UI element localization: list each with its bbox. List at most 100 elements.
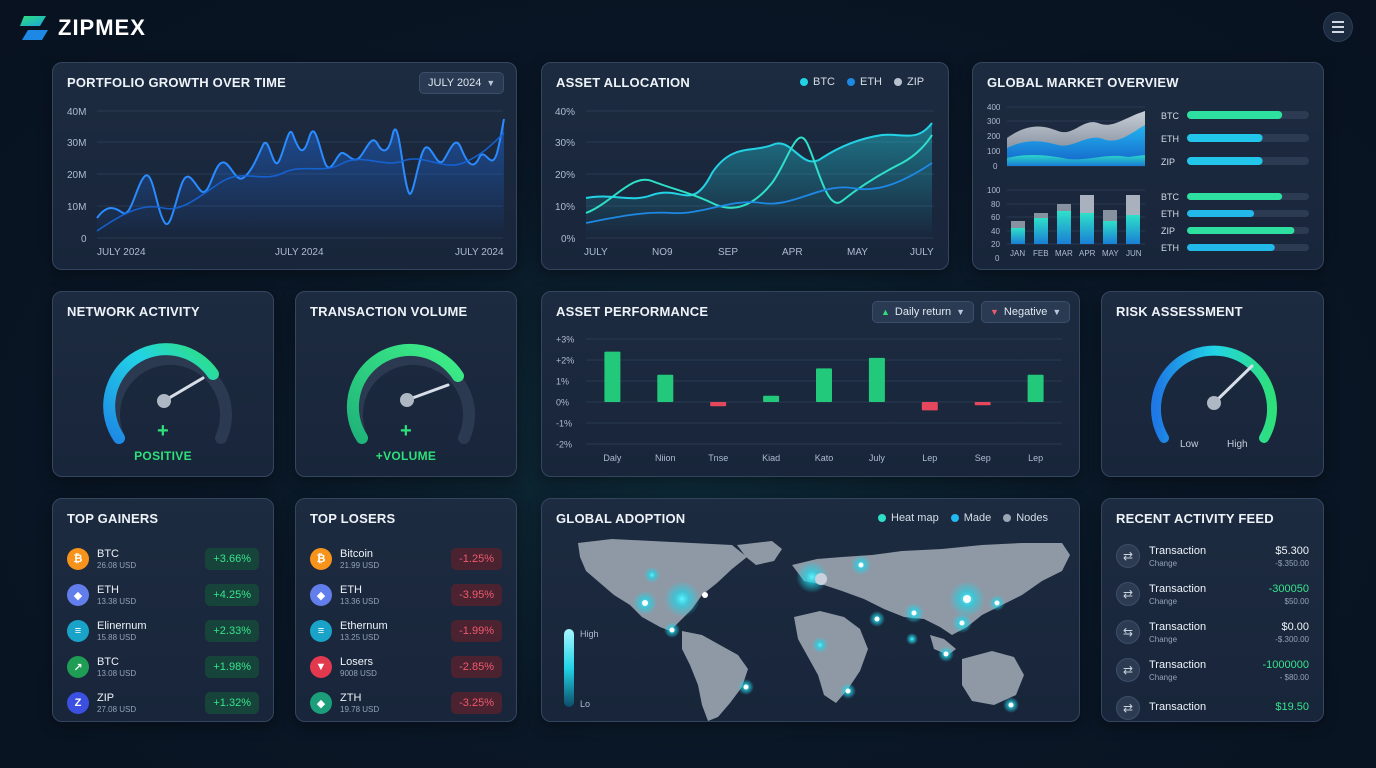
performance-bar xyxy=(604,351,621,402)
card-title: ASSET ALLOCATION xyxy=(556,75,690,90)
x-tick: JULY 2024 xyxy=(97,247,146,258)
chevron-down-icon: ▼ xyxy=(486,78,496,88)
asset-row[interactable]: ◆ ETH 13.36 USD -3.95% xyxy=(310,577,502,613)
progress-fill xyxy=(1187,193,1283,200)
change-badge: -1.25% xyxy=(451,548,502,570)
asset-row[interactable]: Z ZIP 27.08 USD +1.32% xyxy=(67,685,259,721)
asset-name: Losers xyxy=(340,656,374,668)
progress-fill xyxy=(1187,111,1283,119)
amount-value: $0.00 xyxy=(1281,620,1309,633)
y-tick: +3% xyxy=(556,335,574,345)
asset-info: Losers 9008 USD xyxy=(340,656,377,678)
activity-type: Change xyxy=(1149,596,1178,606)
progress-label: ZIP xyxy=(1161,226,1175,236)
activity-name: Transaction xyxy=(1149,582,1207,595)
change-badge: -2.85% xyxy=(451,656,502,678)
card-title: PORTFOLIO GROWTH OVER TIME xyxy=(67,75,286,90)
activity-amount: $19.50 xyxy=(1275,701,1309,715)
ethereum-icon: ◆ xyxy=(310,584,332,606)
asset-name: Elinernum xyxy=(97,620,147,632)
asset-info: Ethernum 13.25 USD xyxy=(340,620,388,642)
activity-info: Transaction xyxy=(1149,701,1206,715)
network-gauge xyxy=(103,343,232,444)
asset-row[interactable]: ≡ Elinernum 15.88 USD +2.33% xyxy=(67,613,259,649)
swap-icon: ⇆ xyxy=(1116,620,1140,644)
legend-item[interactable]: Nodes xyxy=(1003,512,1048,524)
hamburger-icon xyxy=(1332,20,1344,35)
legend-item[interactable]: ZIP xyxy=(894,76,924,88)
x-tick: APR xyxy=(1079,249,1096,258)
activity-row[interactable]: ⇄ Transaction Change -300050 $50.00 xyxy=(1116,575,1309,613)
asset-price: 21.99 USD xyxy=(340,561,380,570)
legend-item[interactable]: Made xyxy=(950,512,991,524)
legend-item[interactable]: Heat map xyxy=(878,512,939,524)
asset-row[interactable]: ↗ BTC 13.08 USD +1.98% xyxy=(67,649,259,685)
activity-row[interactable]: ⇆ Transaction Change $0.00 -$.300.00 xyxy=(1116,613,1309,651)
date-filter-value: JULY 2024 xyxy=(428,77,482,89)
negative-filter-dropdown[interactable]: ▼ Negative ▼ xyxy=(981,301,1071,323)
global-market-card: GLOBAL MARKET OVERVIEW 400 300 200 100 0… xyxy=(972,62,1324,270)
y-tick: +2% xyxy=(556,356,574,366)
x-tick: MAY xyxy=(1102,249,1119,258)
bar xyxy=(1057,211,1071,244)
low-label: Low xyxy=(1180,439,1199,450)
progress-fill xyxy=(1187,134,1263,142)
activity-row[interactable]: ⇄ Transaction Change $5.300 -$.350.00 xyxy=(1116,537,1309,575)
daily-return-dropdown[interactable]: ▲ Daily return ▼ xyxy=(872,301,975,323)
gauge-needle xyxy=(405,383,450,402)
asset-info: BTC 13.08 USD xyxy=(97,656,136,678)
activity-amount: $5.300 -$.350.00 xyxy=(1275,545,1309,568)
y-tick: 40% xyxy=(555,107,575,118)
performance-bar xyxy=(763,395,780,402)
risk-assessment-card: RISK ASSESSMENT Low High xyxy=(1101,291,1324,477)
date-filter-dropdown[interactable]: JULY 2024 ▼ xyxy=(419,72,505,94)
menu-button[interactable] xyxy=(1323,12,1353,42)
gauge-needle xyxy=(1212,364,1254,405)
top-gainers-card: TOP GAINERS ₿ BTC 26.08 USD +3.66% ◆ ETH 13.38… xyxy=(52,498,274,722)
asset-price: 13.08 USD xyxy=(97,669,137,678)
x-tick: SEP xyxy=(718,247,738,258)
performance-bar xyxy=(710,402,727,407)
legend-item[interactable]: BTC xyxy=(800,76,835,88)
x-tick: JULY xyxy=(584,247,608,258)
market-overview-charts: 400 300 200 100 0 100 80 60 40 20 0 xyxy=(987,103,1309,263)
world-map[interactable]: High Lo xyxy=(542,499,1080,722)
asset-name: BTC xyxy=(97,656,119,668)
y-tick: 20 xyxy=(991,240,1000,249)
activity-row[interactable]: ⇄ Transaction $19.50 xyxy=(1116,689,1309,721)
asset-row[interactable]: ₿ BTC 26.08 USD +3.66% xyxy=(67,541,259,577)
amount-value: $19.50 xyxy=(1275,701,1309,713)
asset-price: 15.88 USD xyxy=(97,633,137,642)
asset-info: ETH 13.36 USD xyxy=(340,584,379,606)
activity-name: Transaction xyxy=(1149,544,1207,557)
asset-info: BTC 26.08 USD xyxy=(97,548,136,570)
gauge-hub xyxy=(157,394,171,408)
change-badge: +1.32% xyxy=(205,692,259,714)
activity-type: Change xyxy=(1149,558,1178,568)
triangle-up-icon: ▲ xyxy=(881,307,890,317)
activity-feed-list: ⇄ Transaction Change $5.300 -$.350.00 ⇄ Transa… xyxy=(1116,537,1309,721)
asset-performance-card: ASSET PERFORMANCE ▲ Daily return ▼ ▼ Neg… xyxy=(541,291,1080,477)
activity-row[interactable]: ⇄ Transaction Change -1000000- $80.00 xyxy=(1116,651,1309,689)
change-badge: +1.98% xyxy=(205,656,259,678)
activity-amount: $0.00 -$.300.00 xyxy=(1275,621,1309,644)
gauge-hub xyxy=(400,393,414,407)
asset-row[interactable]: ≡ Ethernum 13.25 USD -1.99% xyxy=(310,613,502,649)
asset-info: ZTH 19.78 USD xyxy=(340,692,379,714)
app-logo[interactable]: ZIPMEX xyxy=(18,12,146,44)
asset-row[interactable]: ₿ Bitcoin 21.99 USD -1.25% xyxy=(310,541,502,577)
x-tick: FEB xyxy=(1033,249,1049,258)
scale-high-label: High xyxy=(580,629,599,639)
y-tick: 10M xyxy=(67,202,86,213)
y-tick: 0 xyxy=(995,254,1000,263)
performance-bar xyxy=(816,368,832,402)
legend-item[interactable]: ETH xyxy=(847,76,882,88)
progress-fill xyxy=(1187,210,1255,217)
asset-row[interactable]: ◆ ZTH 19.78 USD -3.25% xyxy=(310,685,502,721)
zipmex-icon: Z xyxy=(67,692,89,714)
asset-row[interactable]: ◆ ETH 13.38 USD +4.25% xyxy=(67,577,259,613)
risk-gauge: Low High xyxy=(1151,345,1277,450)
asset-row[interactable]: ▼ Losers 9008 USD -2.85% xyxy=(310,649,502,685)
heat-nodes xyxy=(633,555,1019,713)
progress-label: ETH xyxy=(1161,209,1179,219)
